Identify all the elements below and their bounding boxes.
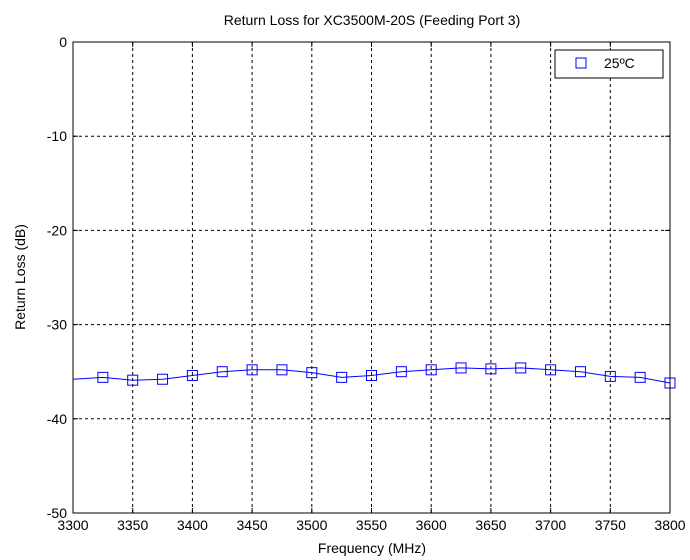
data-point-marker [574,366,586,378]
x-tick-label: 3550 [356,517,387,533]
series-layer [72,362,676,389]
y-tick-label: -10 [47,128,67,144]
y-tick-label: -50 [47,505,67,521]
data-point-marker [455,362,467,374]
data-point-marker [545,364,557,376]
grid-lines [73,42,670,513]
data-point-marker [306,367,318,379]
data-point-marker [157,373,169,385]
x-tick-label: 3700 [535,517,566,533]
x-tick-label: 3350 [117,517,148,533]
x-tick-label: 3450 [237,517,268,533]
data-point-marker [97,371,109,383]
data-point-marker [127,374,139,386]
legend-label: 25ºC [604,55,635,71]
data-point-marker [425,364,437,376]
x-tick-label: 3600 [416,517,447,533]
data-point-marker [276,364,288,376]
x-tick-label: 3650 [475,517,506,533]
data-point-marker [395,366,407,378]
y-tick-label: -40 [47,411,67,427]
x-axis-label: Frequency (MHz) [318,540,426,556]
data-point-marker [604,370,616,382]
x-tick-label: 3750 [595,517,626,533]
x-tick-label: 3500 [296,517,327,533]
data-point-marker [366,369,377,381]
chart-title: Return Loss for XC3500M-20S (Feeding Por… [224,12,520,28]
y-tick-label: -30 [47,317,67,333]
data-point-marker [485,363,497,375]
data-point-marker [515,362,527,374]
y-tick-label: 0 [59,34,67,50]
legend-marker-square [575,57,587,69]
y-tick-label: -20 [47,222,67,238]
data-point-marker [336,371,348,383]
y-axis-label: Return Loss (dB) [12,224,28,330]
data-point-marker [246,364,258,376]
data-point-marker [216,366,228,378]
data-point-marker [186,369,198,381]
legend-box [554,49,664,79]
legend: 25ºC [554,49,664,79]
x-tick-label: 3400 [177,517,208,533]
x-tick-label: 3800 [654,517,685,533]
axis-ticks: 3300 3350 3400 3450 3500 3550 3600 3650 3700 3750… [47,34,686,533]
series-line-0 [72,367,671,384]
x-tick-label: 3300 [57,517,88,533]
data-point-marker [634,371,646,383]
